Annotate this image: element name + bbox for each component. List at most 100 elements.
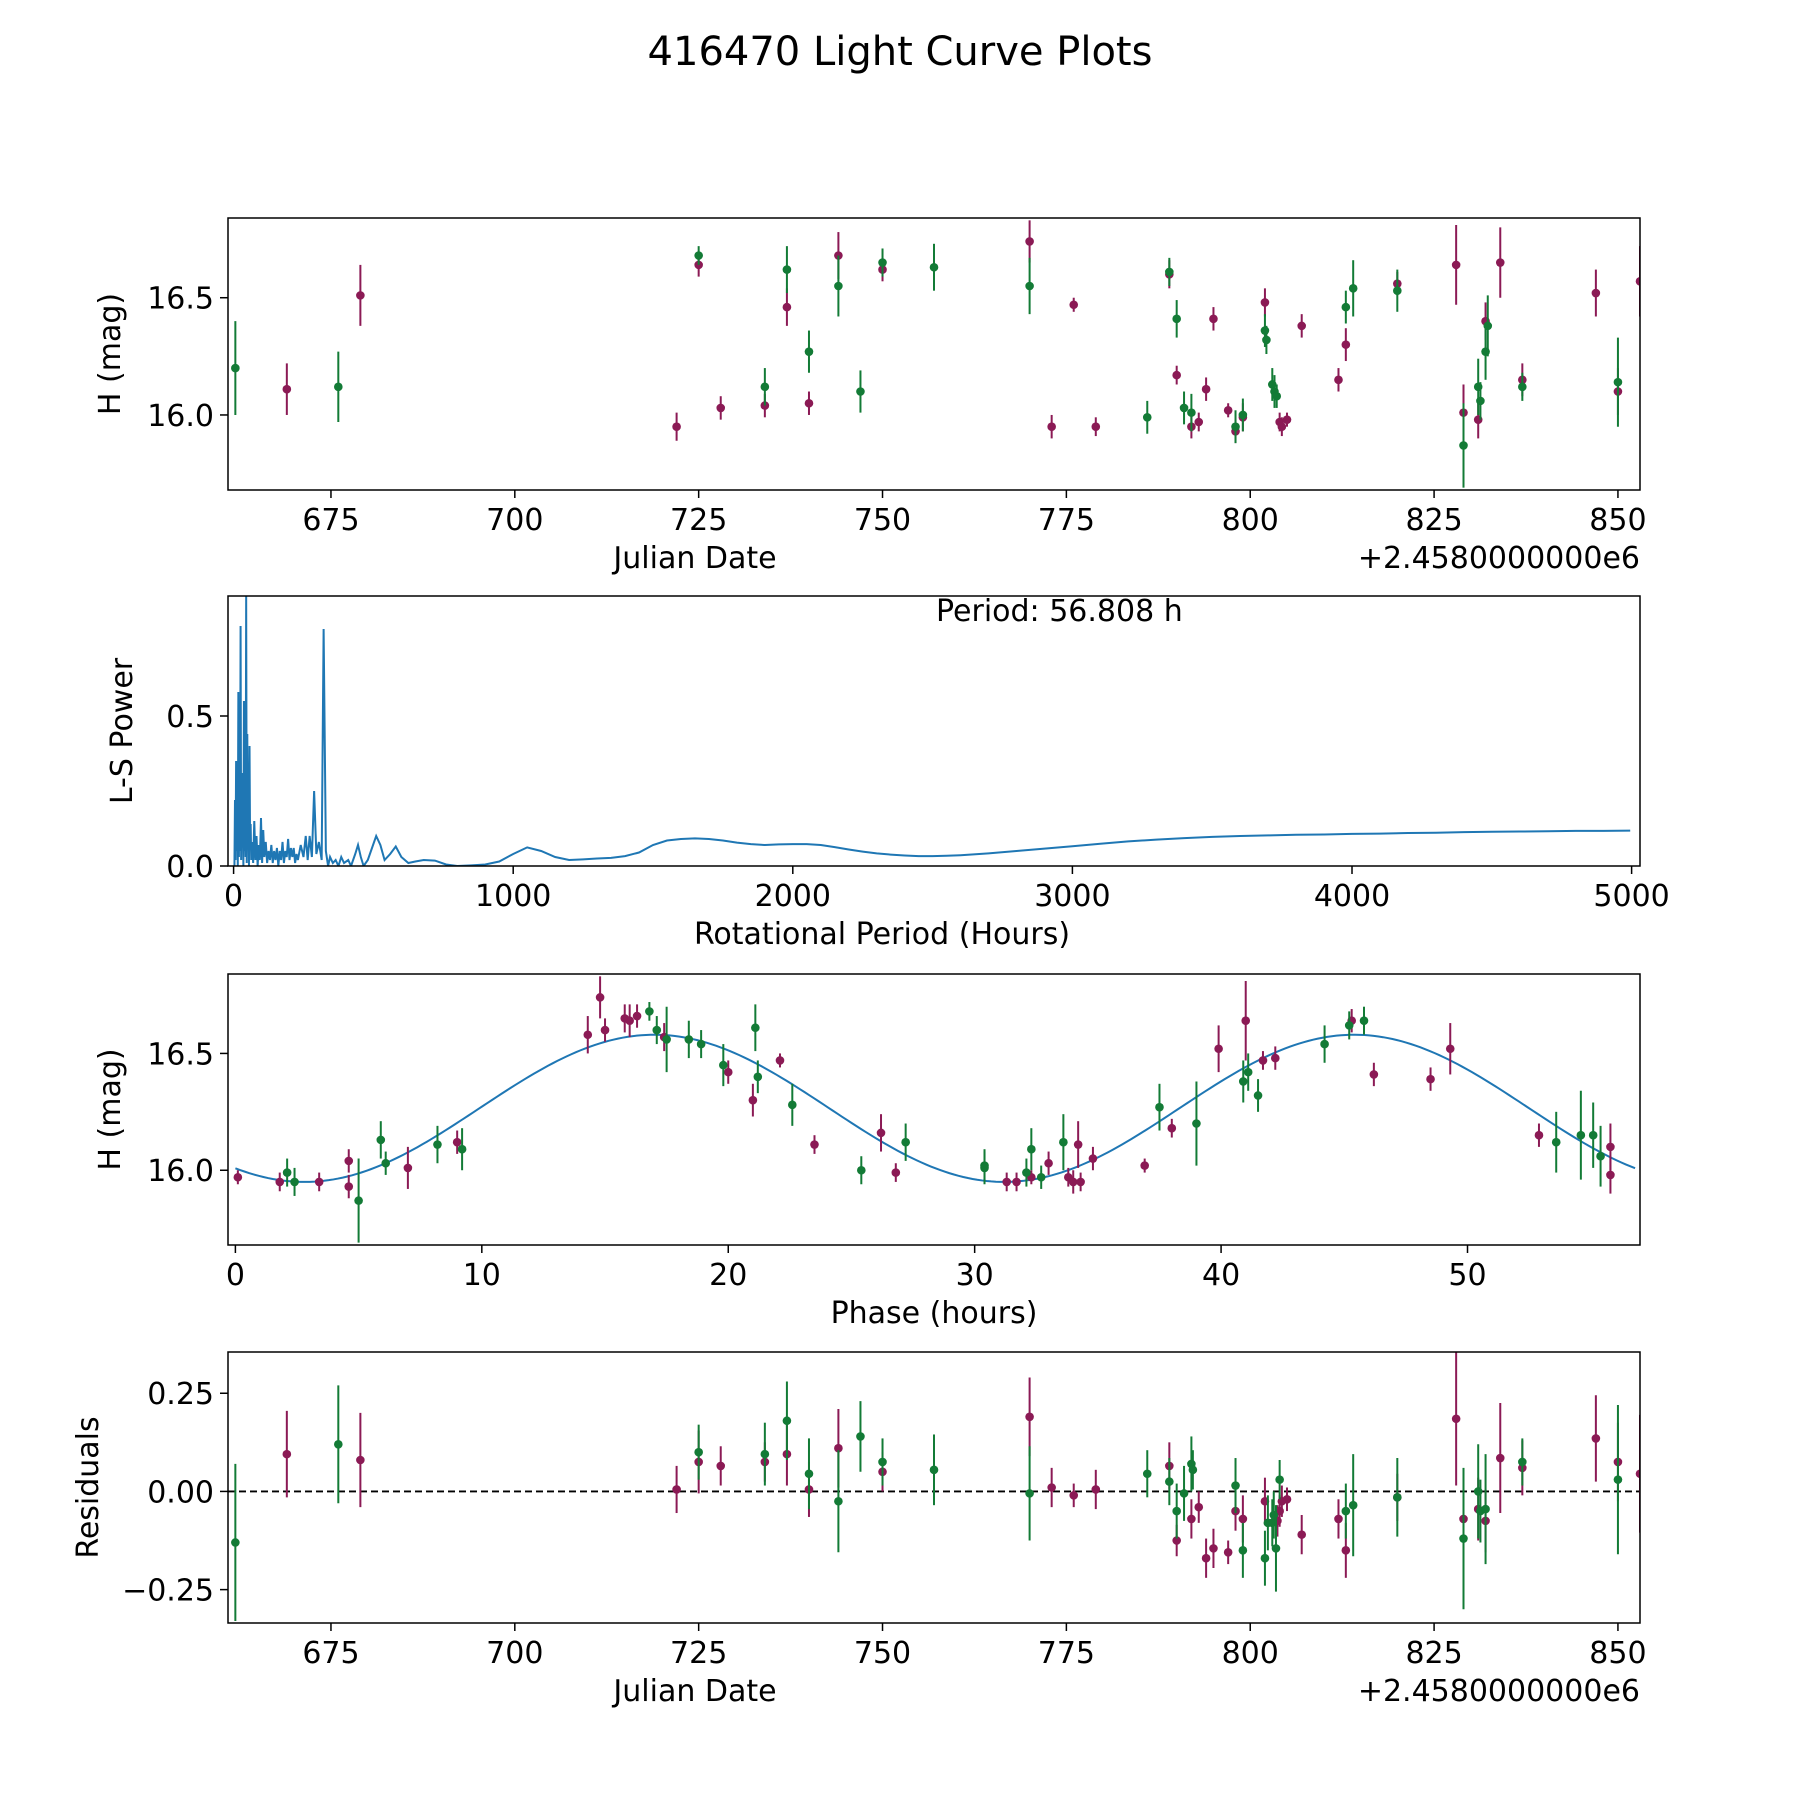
x-tick-label: 750 [854, 1636, 911, 1671]
lightcurve-panel: 675 700 725 750 775 800 825 850 16.0 16.5 Julian D… [93, 217, 1647, 576]
green-data-point [788, 1100, 797, 1110]
red-data-point [1091, 1485, 1101, 1494]
x-tick-label: 3000 [1034, 879, 1110, 914]
y-tick-label: 0.5 [166, 700, 214, 735]
green-data-point [1231, 1481, 1240, 1490]
x-offset-label: +2.4580000000e6 [1358, 1674, 1640, 1709]
red-data-point [1495, 258, 1505, 267]
green-data-point [751, 1023, 760, 1033]
green-data-point [1483, 321, 1493, 331]
green-data-point [1165, 1477, 1174, 1486]
residuals-frame [227, 1351, 1641, 1624]
green-data-point [1576, 1130, 1586, 1140]
x-tick-label: 0 [224, 879, 243, 914]
red-data-point [1209, 314, 1218, 324]
red-data-point [1282, 1494, 1292, 1504]
x-tick-label: 675 [302, 503, 359, 538]
red-data-point [672, 1485, 681, 1494]
green-data-point [694, 251, 703, 260]
red-data-point [1369, 1070, 1379, 1079]
red-data-point [760, 401, 770, 410]
red-data-point [1172, 370, 1181, 380]
green-data-point [1260, 1553, 1270, 1563]
red-data-point [1341, 1546, 1351, 1555]
red-data-point [810, 1140, 819, 1149]
green-data-point [1172, 1506, 1181, 1516]
red-data-point [1088, 1154, 1098, 1163]
residuals-panel: 675 700 725 750 775 800 825 850 −0.25 0.00 0.25 Jul… [71, 1351, 1647, 1709]
green-data-point [856, 1432, 865, 1441]
red-data-point [1451, 1414, 1461, 1424]
red-data-point [1606, 1170, 1615, 1180]
red-data-point [1451, 260, 1461, 270]
green-data-point [1272, 391, 1282, 401]
x-tick-label: 50 [1448, 1258, 1486, 1293]
green-data-point [334, 382, 343, 392]
green-data-point [354, 1196, 363, 1205]
green-data-point [929, 262, 939, 272]
green-data-point [929, 1465, 939, 1475]
red-data-point [1426, 1074, 1435, 1084]
green-data-point [290, 1177, 299, 1187]
red-data-point [1214, 1044, 1223, 1054]
green-data-point [1341, 1506, 1351, 1516]
y-tick-label: 16.0 [147, 1154, 214, 1189]
x-tick-label: 725 [670, 1636, 727, 1671]
green-data-point [376, 1135, 386, 1145]
red-data-point [672, 422, 681, 431]
green-data-point [804, 1469, 814, 1479]
red-data-point [1025, 1412, 1034, 1422]
y-tick-label: 16.5 [147, 282, 214, 317]
x-tick-label: 725 [670, 503, 727, 538]
red-data-point [716, 1461, 726, 1471]
green-data-point [334, 1439, 343, 1449]
green-data-point [662, 1035, 671, 1044]
green-data-point [652, 1025, 662, 1035]
green-data-point [760, 1449, 770, 1459]
red-data-point [1047, 1483, 1056, 1492]
green-data-point [696, 1039, 706, 1049]
fit-curve [235, 1033, 1636, 1183]
x-tick-label: 20 [709, 1258, 747, 1293]
panels: 675 700 725 750 775 800 825 850 16.0 16.5 Julian D… [71, 217, 1670, 1709]
x-tick-label: 775 [1038, 1636, 1095, 1671]
green-data-point [901, 1137, 910, 1147]
phased-frame [227, 973, 1641, 1246]
green-data-point [1036, 1172, 1046, 1182]
green-data-point [857, 1165, 866, 1175]
green-data-point [1344, 1021, 1354, 1030]
red-data-point [782, 302, 792, 312]
red-data-point [1025, 237, 1034, 246]
red-data-point [1209, 1544, 1218, 1553]
red-data-point [625, 1016, 634, 1026]
red-data-point [716, 403, 726, 413]
red-data-point [1002, 1177, 1011, 1187]
red-data-point [891, 1168, 901, 1177]
red-data-point [344, 1156, 354, 1166]
y-axis-label: L-S Power [105, 657, 140, 804]
green-data-point [834, 281, 843, 291]
green-data-point [1179, 1489, 1189, 1498]
periodogram-frame [227, 595, 1641, 867]
green-data-point [1188, 1465, 1198, 1475]
red-data-point [1635, 1469, 1640, 1479]
green-data-point [1348, 284, 1358, 293]
red-data-point [1194, 417, 1204, 427]
red-data-point [1194, 1502, 1204, 1512]
green-data-point [1551, 1137, 1561, 1147]
x-tick-label: 775 [1038, 503, 1095, 538]
red-data-point [233, 1172, 243, 1182]
green-data-point [1243, 1067, 1253, 1077]
x-tick-label: 1000 [475, 879, 551, 914]
red-data-point [1591, 288, 1601, 298]
y-tick-label: 0.0 [166, 850, 214, 885]
lightcurve-plot-area [231, 220, 1640, 488]
red-data-point [1591, 1434, 1601, 1443]
green-data-point [1613, 1475, 1623, 1484]
x-tick-label: 5000 [1593, 879, 1669, 914]
green-data-point [1341, 302, 1351, 312]
green-data-point [1231, 422, 1240, 431]
green-data-point [1393, 286, 1402, 295]
x-tick-label: 825 [1405, 503, 1462, 538]
red-data-point [1606, 1142, 1615, 1152]
